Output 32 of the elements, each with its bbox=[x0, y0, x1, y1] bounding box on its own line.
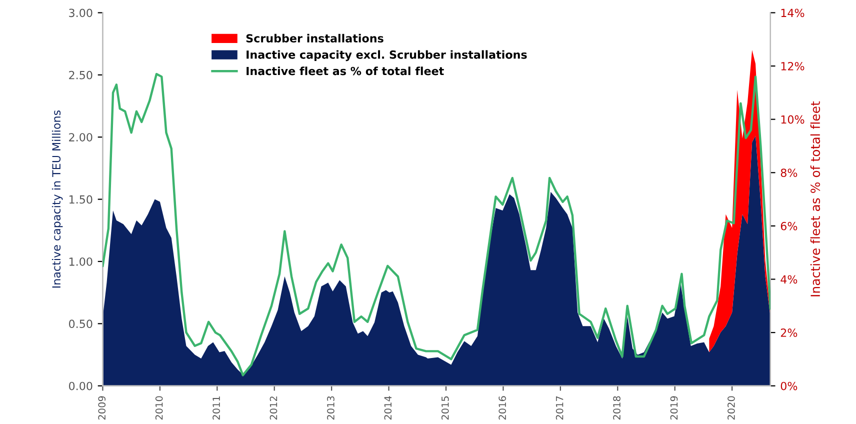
y2-tick-label: 0% bbox=[780, 382, 798, 390]
x-tick-label: 2009 bbox=[98, 396, 106, 420]
y2-tick-label: 12% bbox=[781, 62, 804, 70]
y-tick-label: 0.00 bbox=[68, 382, 92, 390]
y-tick-label: 1.50 bbox=[69, 195, 92, 204]
y2-tick-label: 2% bbox=[780, 328, 798, 337]
y-tick-label: 0.50 bbox=[68, 320, 92, 328]
y2-tick-label: 8% bbox=[780, 168, 798, 178]
y-tick-label: 3.00 bbox=[69, 8, 92, 18]
y2-tick-label: 10% bbox=[781, 115, 804, 124]
legend-label: Inactive fleet as % of total fleet bbox=[246, 66, 444, 76]
x-tick-label: 2019 bbox=[670, 396, 678, 420]
y2-tick-label: 14% bbox=[781, 8, 804, 18]
y2-axis-title: Inactive fleet as % of total fleet bbox=[810, 101, 820, 296]
x-tick-label: 2017 bbox=[556, 396, 564, 420]
x-tick-label: 2013 bbox=[327, 396, 334, 420]
x-tick-label: 2014 bbox=[384, 396, 392, 420]
y2-tick-label: 4% bbox=[780, 275, 798, 284]
y-axis-title: Inactive capacity in TEU Millions bbox=[52, 110, 63, 288]
legend-label: Inactive capacity excl. Scrubber installations bbox=[246, 50, 527, 62]
x-tick-label: 2012 bbox=[270, 396, 278, 420]
x-tick-label: 2016 bbox=[498, 396, 506, 420]
y-tick-label: 2.00 bbox=[69, 133, 92, 142]
y-tick-label: 2.50 bbox=[69, 70, 92, 80]
x-tick-label: 2011 bbox=[212, 396, 220, 420]
legend-label: Scrubber installations bbox=[246, 34, 384, 43]
x-tick-label: 2020 bbox=[728, 396, 735, 420]
y-tick-label: 1.00 bbox=[69, 257, 92, 266]
x-tick-label: 2010 bbox=[155, 396, 163, 420]
y2-tick-label: 6% bbox=[780, 222, 798, 230]
x-tick-label: 2015 bbox=[441, 396, 449, 420]
x-tick-label: 2018 bbox=[613, 396, 620, 420]
